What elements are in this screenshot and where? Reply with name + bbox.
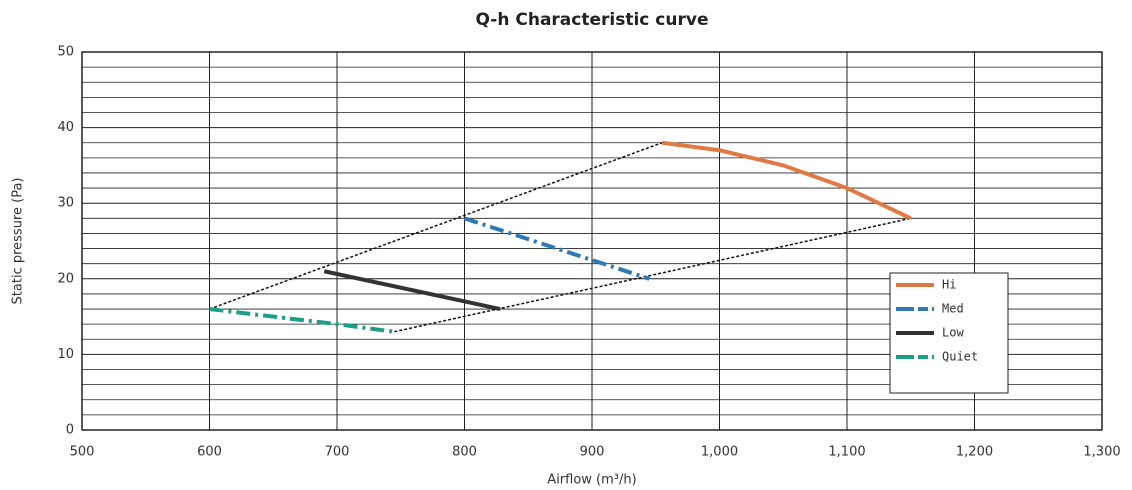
envelope-line [209,142,663,310]
x-tick-label: 700 [325,445,350,460]
y-tick-label: 50 [57,45,74,60]
series-line [209,307,395,334]
legend-label: Quiet [942,350,978,364]
y-tick-label: 20 [57,271,74,286]
x-tick-label: 1,000 [701,445,738,460]
legend-label: Low [942,326,964,340]
series-line [661,140,912,221]
x-tick-label: 500 [70,445,95,460]
y-tick-label: 40 [57,120,74,135]
chart-title: Q-h Characteristic curve [476,10,709,30]
y-axis-label: Static pressure (Pa) [11,178,26,305]
plot-border [81,51,1103,431]
envelope-line [394,217,911,333]
x-tick-label: 1,200 [956,445,993,460]
series-line [323,269,501,311]
x-tick-label: 900 [580,445,605,460]
x-tick-label: 800 [452,445,477,460]
legend-label: Med [942,302,964,316]
x-tick-label: 600 [197,445,222,460]
y-tick-label: 30 [57,196,74,211]
series-line [463,216,650,281]
y-tick-label: 0 [66,423,74,438]
x-axis-label: Airflow (m³/h) [547,473,636,488]
y-tick-label: 10 [57,347,74,362]
x-tick-label: 1,100 [828,445,865,460]
x-tick-label: 1,300 [1083,445,1120,460]
legend-label: Hi [942,278,956,292]
